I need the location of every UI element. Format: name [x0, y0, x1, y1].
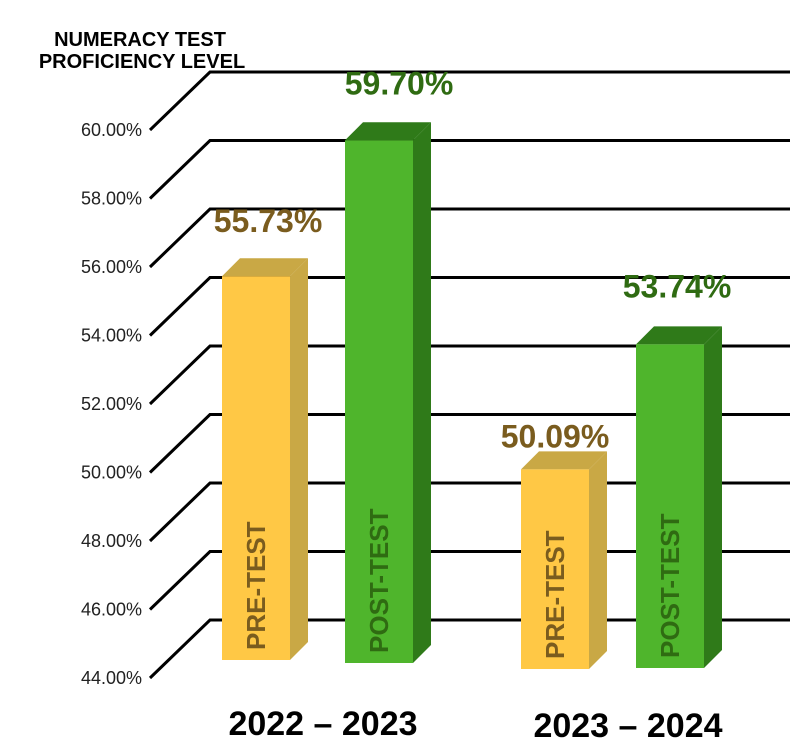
group-label: 2023 – 2024 [533, 707, 722, 745]
gridline [148, 207, 790, 269]
gridline [148, 413, 790, 474]
bar [345, 140, 413, 663]
y-tick-label: 58.00% [81, 189, 142, 209]
value-labels: 55.73% 59.70% 50.09% 53.74% [214, 65, 732, 454]
bar-top [222, 258, 308, 277]
chart-title-line-1: NUMERACY TEST [54, 29, 226, 51]
bar-side [290, 258, 308, 660]
gridlines [148, 70, 790, 680]
y-axis-ticks: 44.00% 46.00% 48.00% 50.00% 52.00% 54.00% 56.0… [81, 120, 142, 688]
y-tick-label: 54.00% [81, 326, 142, 346]
bar-side [589, 451, 607, 669]
gridline [148, 344, 790, 406]
gridline [148, 139, 790, 200]
bar [222, 276, 290, 660]
group-label: 2022 – 2023 [228, 705, 417, 743]
group-labels: 2022 – 2023 2023 – 2024 [228, 705, 722, 745]
bar-name-label: PRE-TEST [540, 530, 570, 659]
bar-top [636, 326, 722, 345]
gridline [148, 276, 790, 337]
y-tick-label: 60.00% [81, 120, 142, 140]
y-tick-label: 48.00% [81, 531, 142, 551]
bar-top [521, 451, 607, 470]
chart-title-line-2: PROFICIENCY LEVEL [39, 51, 245, 73]
bar-side [413, 122, 431, 663]
y-tick-label: 56.00% [81, 257, 142, 277]
value-label: 50.09% [501, 418, 610, 454]
y-tick-label: 44.00% [81, 668, 142, 688]
y-tick-label: 46.00% [81, 600, 142, 620]
value-label: 59.70% [345, 65, 454, 101]
bar-side [704, 326, 722, 668]
bars: PRE-TEST POST-TEST PRE-TEST POST-TEST [222, 122, 722, 669]
bar-name-label: POST-TEST [364, 508, 394, 653]
gridline [148, 70, 790, 132]
value-label: 53.74% [623, 268, 732, 304]
bar-name-label: PRE-TEST [241, 521, 271, 650]
bar [636, 344, 704, 668]
bar [521, 469, 589, 669]
y-tick-label: 50.00% [81, 463, 142, 483]
value-label: 55.73% [214, 203, 323, 239]
bar-top [345, 122, 431, 141]
y-tick-label: 52.00% [81, 394, 142, 414]
bar-name-label: POST-TEST [655, 513, 685, 658]
